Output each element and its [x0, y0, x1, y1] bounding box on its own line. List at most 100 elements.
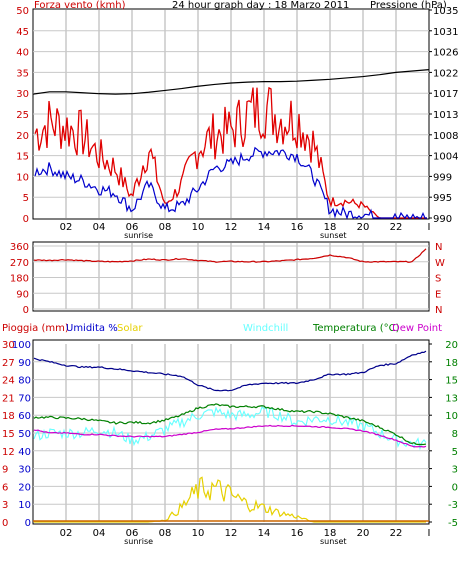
- climate-sunset-label: sunset: [320, 537, 347, 546]
- climate-x-tick-label: 22: [390, 528, 403, 539]
- climate-humidity-tick-label: 10: [18, 500, 31, 511]
- wind-direction-line: [33, 248, 427, 263]
- wind-x-tick-label: 16: [291, 222, 304, 233]
- dewpoint-line: [33, 424, 427, 448]
- wind-x-tick-label: 08: [159, 222, 172, 233]
- wind-y-tick-label: 20: [16, 131, 29, 142]
- wind-sunset-label: sunset: [320, 231, 347, 240]
- wind-x-tick-label: I: [428, 222, 431, 233]
- pressure-y-tick-label: 999: [433, 172, 452, 183]
- climate-humidity-tick-label: 40: [18, 447, 31, 458]
- wind-series: [32, 69, 430, 220]
- wind-y-tick-label: 40: [16, 48, 29, 59]
- climate-x-tick-label: 04: [93, 528, 106, 539]
- wind-y-tick-label: 5: [23, 193, 29, 204]
- climate-humidity-tick-label: 80: [18, 376, 31, 387]
- climate-humidity-tick-label: 30: [18, 465, 31, 476]
- wind-grid: [33, 10, 429, 218]
- climate-temp-tick-label: -5: [448, 518, 458, 529]
- direction-compass-label: E: [435, 289, 441, 300]
- climate-temp-tick-label: 10: [445, 411, 458, 422]
- wind-x-tick-label: 22: [390, 222, 403, 233]
- humidity-line: [33, 350, 427, 392]
- climate-rain-tick-label: 3: [2, 500, 8, 511]
- wind-x-tick-label: 10: [192, 222, 205, 233]
- climate-x-tick-label: 10: [192, 528, 205, 539]
- climate-rain-tick-label: 0: [2, 518, 8, 529]
- temperature-line: [33, 403, 427, 446]
- climate-rain-tick-label: 9: [2, 465, 8, 476]
- climate-temp-tick-label: 0: [452, 482, 458, 493]
- direction-compass-label: N: [435, 305, 442, 316]
- pressure-y-tick-label: 1004: [433, 152, 458, 163]
- wind-y-tick-label: 35: [16, 68, 29, 79]
- climate-rain-tick-label: 30: [2, 340, 15, 351]
- climate-temp-tick-label: 20: [445, 340, 458, 351]
- climate-x-tick-label: 06: [126, 528, 139, 539]
- pressure-y-tick-label: 1031: [433, 27, 458, 38]
- direction-compass-label: W: [435, 258, 445, 269]
- pressure-y-tick-label: 1008: [433, 131, 458, 142]
- legend-solar: Solar: [117, 323, 143, 334]
- climate-temp-tick-label: 3: [452, 465, 458, 476]
- climate-sunrise-label: sunrise: [124, 537, 153, 546]
- wind-y-tick-label: 0: [23, 214, 29, 225]
- climate-humidity-tick-label: 100: [12, 340, 31, 351]
- legend-humidity: Umidita %: [66, 323, 118, 334]
- wind-x-tick-label: 02: [60, 222, 73, 233]
- climate-rain-tick-label: 15: [2, 429, 15, 440]
- climate-rain-tick-label: 21: [2, 393, 15, 404]
- pressure-y-tick-label: 1035: [433, 6, 458, 17]
- wind-y-tick-label: 10: [16, 172, 29, 183]
- direction-y-tick-label: 270: [10, 258, 29, 269]
- climate-temp-tick-label: -3: [448, 500, 458, 511]
- legend-rain: Pioggia (mm): [2, 323, 69, 334]
- climate-temp-tick-label: 15: [445, 376, 458, 387]
- climate-grid: [33, 344, 429, 522]
- wind-x-tick-label: 12: [225, 222, 238, 233]
- pressure-line: [32, 69, 430, 95]
- pressure-y-tick-label: 1022: [433, 68, 458, 79]
- climate-temp-tick-label: 18: [445, 358, 458, 369]
- wind-average-line: [34, 146, 427, 220]
- direction-y-tick-label: 0: [23, 305, 29, 316]
- direction-compass-label: N: [435, 242, 442, 253]
- climate-temp-tick-label: 13: [445, 393, 458, 404]
- wind-y-tick-label: 15: [16, 152, 29, 163]
- pressure-y-tick-label: 1026: [433, 48, 458, 59]
- wind-y-tick-label: 50: [16, 6, 29, 17]
- climate-temp-tick-label: 5: [452, 447, 458, 458]
- climate-x-tick-label: I: [428, 528, 431, 539]
- climate-humidity-tick-label: 0: [25, 518, 31, 529]
- direction-series: [33, 248, 427, 263]
- climate-humidity-tick-label: 50: [18, 429, 31, 440]
- wind-axis-title: Forza vento (kmh): [34, 0, 126, 11]
- climate-humidity-tick-label: 60: [18, 411, 31, 422]
- climate-temp-tick-label: 8: [452, 429, 458, 440]
- wind-x-tick-label: 04: [93, 222, 106, 233]
- wind-speed-line: [34, 86, 427, 219]
- direction-compass-label: S: [435, 274, 441, 285]
- wind-y-tick-label: 30: [16, 89, 29, 100]
- legend-windchill: Windchill: [243, 323, 288, 334]
- climate-x-tick-label: 14: [258, 528, 271, 539]
- pressure-y-tick-label: 990: [433, 214, 452, 225]
- climate-series: [33, 350, 429, 523]
- solar-line: [34, 476, 426, 523]
- climate-humidity-tick-label: 90: [18, 358, 31, 369]
- direction-y-tick-label: 360: [10, 242, 29, 253]
- climate-x-tick-label: 02: [60, 528, 73, 539]
- climate-rain-tick-label: 6: [2, 482, 8, 493]
- wind-y-tick-label: 45: [16, 27, 29, 38]
- climate-rain-tick-label: 18: [2, 411, 15, 422]
- direction-y-tick-label: 90: [16, 289, 29, 300]
- climate-x-tick-label: 12: [225, 528, 238, 539]
- climate-rain-tick-label: 27: [2, 358, 15, 369]
- wind-sunrise-label: sunrise: [124, 231, 153, 240]
- climate-rain-tick-label: 24: [2, 376, 15, 387]
- direction-grid: [33, 243, 429, 310]
- climate-humidity-tick-label: 20: [18, 482, 31, 493]
